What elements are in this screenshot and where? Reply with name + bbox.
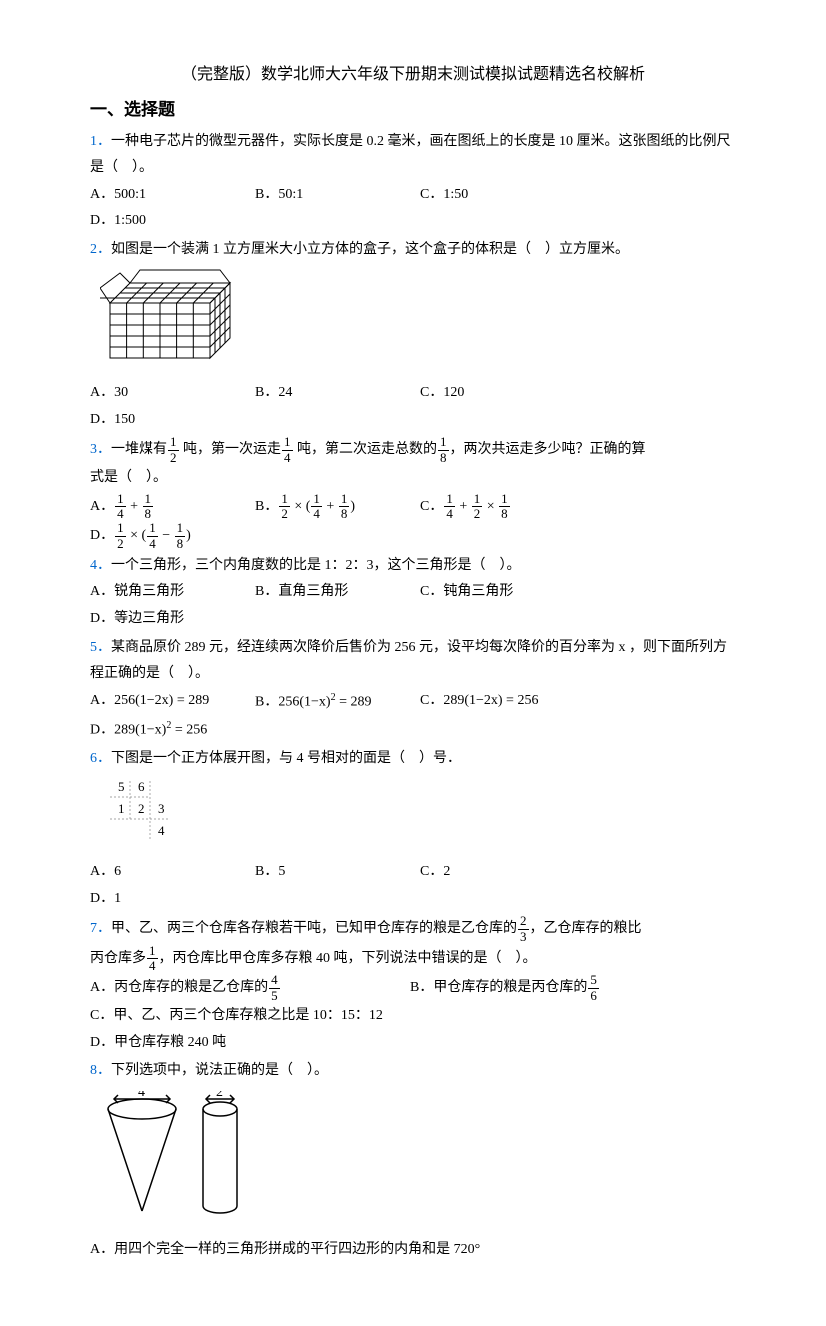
label-2: 2 <box>216 1091 223 1100</box>
q6-options: A．6 B．5 C．2 D．1 <box>90 859 736 912</box>
q8-opt-a: A．用四个完全一样的三角形拼成的平行四边形的内角和是 720° <box>90 1237 736 1264</box>
q2-opt-a: A．30 <box>90 380 255 407</box>
q3-pre: 一堆煤有 <box>111 442 167 457</box>
q3-mid3: ，两次共运走多少吨？正确的算 <box>450 442 646 457</box>
svg-text:2: 2 <box>138 801 145 816</box>
q8-text: 下列选项中，说法正确的是（ ）。 <box>111 1063 328 1078</box>
q1-opt-b: B．50:1 <box>255 182 420 209</box>
q7-options-cd: C．甲、乙、丙三个仓库存粮之比是 10：15：12 D．甲仓库存粮 240 吨 <box>90 1003 736 1056</box>
q7-opt-a: A．丙仓库存的粮是乙仓库的45 <box>90 973 410 1003</box>
frac-1-4b: 14 <box>147 944 158 974</box>
q3-options: A．14 + 18 B．12 × (14 + 18) C．14 + 12 × 1… <box>90 492 736 551</box>
q3-mid1: 吨，第一次运走 <box>180 442 282 457</box>
question-5: 5．某商品原价 289 元，经连续两次降价后售价为 256 元，设平均每次降价的… <box>90 635 736 745</box>
q1-opt-c: C．1:50 <box>420 182 585 209</box>
q4-opt-a: A．锐角三角形 <box>90 579 255 606</box>
q1-opt-d: D．1:500 <box>90 208 255 235</box>
q2-opt-c: C．120 <box>420 380 585 407</box>
q5-opt-a: A．256(1−2x) = 289 <box>90 688 255 716</box>
q7-mid1: ，乙仓库存的粮比 <box>530 921 642 936</box>
q7-pre: 甲、乙、两三个仓库各存粮若干吨，已知甲仓库存的粮是乙仓库的 <box>111 921 517 936</box>
question-7: 7．甲、乙、两三个仓库各存粮若干吨，已知甲仓库存的粮是乙仓库的23，乙仓库存的粮… <box>90 914 736 1056</box>
q7-line2b: ，丙仓库比甲仓库多存粮 40 吨，下列说法中错误的是（ ）。 <box>159 951 537 966</box>
svg-text:5: 5 <box>118 779 125 794</box>
q4-text: 一个三角形，三个内角度数的比是 1：2：3，这个三角形是（ ）。 <box>111 558 521 573</box>
q6-text: 下图是一个正方体展开图，与 4 号相对的面是（ ）号． <box>111 751 461 766</box>
q7-opt-d: D．甲仓库存粮 240 吨 <box>90 1030 410 1057</box>
q6-figure: 56 123 4 <box>108 779 736 853</box>
q5-text: 某商品原价 289 元，经连续两次降价后售价为 256 元，设平均每次降价的百分… <box>90 640 727 682</box>
q6-opt-a: A．6 <box>90 859 255 886</box>
section-heading: 一、选择题 <box>90 94 736 126</box>
q5-opt-b: B．256(1−x)2 = 289 <box>255 688 420 716</box>
q5-opt-d: D．289(1−x)2 = 256 <box>90 716 255 744</box>
q5-options: A．256(1−2x) = 289 B．256(1−x)2 = 289 C．28… <box>90 688 736 745</box>
q3-opt-b: B．12 × (14 + 18) <box>255 492 420 522</box>
frac-1-4: 14 <box>282 435 293 465</box>
question-3: 3．一堆煤有12 吨，第一次运走14 吨，第二次运走总数的18，两次共运走多少吨… <box>90 435 736 550</box>
q3-opt-d: D．12 × (14 − 18) <box>90 521 255 551</box>
q2-figure <box>100 268 736 379</box>
q7-line2a: 丙仓库多 <box>90 951 146 966</box>
q6-opt-c: C．2 <box>420 859 585 886</box>
frac-1-2: 12 <box>168 435 179 465</box>
q6-num: 6． <box>90 751 111 766</box>
question-8: 8．下列选项中，说法正确的是（ ）。 <box>90 1058 736 1264</box>
q4-opt-d: D．等边三角形 <box>90 606 255 633</box>
q1-opt-a: A．500:1 <box>90 182 255 209</box>
q6-opt-d: D．1 <box>90 886 255 913</box>
q7-num: 7． <box>90 921 111 936</box>
svg-text:1: 1 <box>118 801 125 816</box>
svg-text:6: 6 <box>138 779 145 794</box>
q3-opt-a: A．14 + 18 <box>90 492 255 522</box>
svg-text:4: 4 <box>158 823 165 838</box>
frac-1-8: 18 <box>438 435 449 465</box>
q6-opt-b: B．5 <box>255 859 420 886</box>
label-4: 4 <box>138 1091 145 1100</box>
q2-options: A．30 B．24 C．120 D．150 <box>90 380 736 433</box>
q2-opt-d: D．150 <box>90 407 255 434</box>
q3-tail: 式是（ ）。 <box>90 465 736 492</box>
frac-2-3: 23 <box>518 914 529 944</box>
q5-opt-c: C．289(1−2x) = 256 <box>420 688 585 716</box>
q2-text: 如图是一个装满 1 立方厘米大小立方体的盒子，这个盒子的体积是（ ）立方厘米。 <box>111 242 629 257</box>
q7-opt-b: B．甲仓库存的粮是丙仓库的56 <box>410 973 730 1003</box>
q3-mid2: 吨，第二次运走总数的 <box>294 442 438 457</box>
q4-options: A．锐角三角形 B．直角三角形 C．钝角三角形 D．等边三角形 <box>90 579 736 632</box>
q2-num: 2． <box>90 242 111 257</box>
q8-figure: 4 2 <box>100 1091 736 1232</box>
q4-opt-b: B．直角三角形 <box>255 579 420 606</box>
q8-num: 8． <box>90 1063 111 1078</box>
question-4: 4．一个三角形，三个内角度数的比是 1：2：3，这个三角形是（ ）。 A．锐角三… <box>90 553 736 633</box>
svg-text:3: 3 <box>158 801 165 816</box>
q1-num: 1． <box>90 134 111 149</box>
question-1: 1．一种电子芯片的微型元器件，实际长度是 0.2 毫米，画在图纸上的长度是 10… <box>90 129 736 235</box>
page-title: （完整版）数学北师大六年级下册期末测试模拟试题精选名校解析 <box>90 60 736 90</box>
q1-text: 一种电子芯片的微型元器件，实际长度是 0.2 毫米，画在图纸上的长度是 10 厘… <box>90 134 731 176</box>
q5-num: 5． <box>90 640 111 655</box>
q7-opt-c: C．甲、乙、丙三个仓库存粮之比是 10：15：12 <box>90 1003 460 1030</box>
q3-num: 3． <box>90 442 111 457</box>
q4-opt-c: C．钝角三角形 <box>420 579 585 606</box>
q4-num: 4． <box>90 558 111 573</box>
question-2: 2．如图是一个装满 1 立方厘米大小立方体的盒子，这个盒子的体积是（ ）立方厘米… <box>90 237 736 433</box>
q1-options: A．500:1 B．50:1 C．1:50 D．1:500 <box>90 182 736 235</box>
question-6: 6．下图是一个正方体展开图，与 4 号相对的面是（ ）号． 56 123 4 A… <box>90 746 736 912</box>
q7-options-ab: A．丙仓库存的粮是乙仓库的45 B．甲仓库存的粮是丙仓库的56 <box>90 973 736 1003</box>
q2-opt-b: B．24 <box>255 380 420 407</box>
q3-opt-c: C．14 + 12 × 18 <box>420 492 585 522</box>
